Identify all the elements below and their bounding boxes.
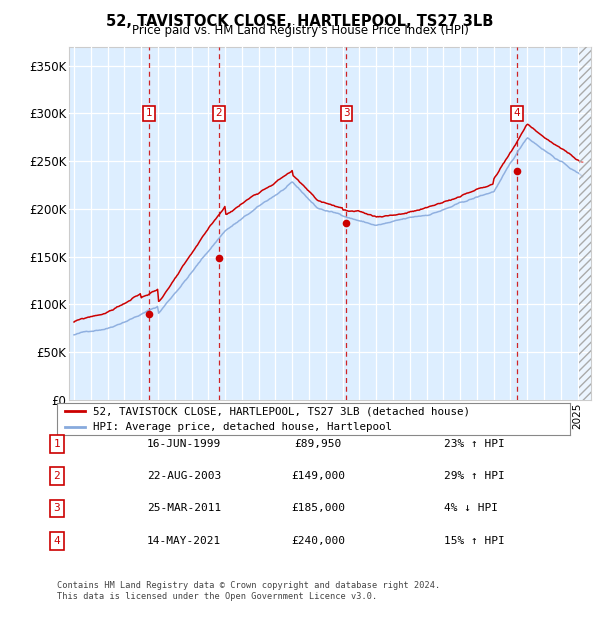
Text: 29% ↑ HPI: 29% ↑ HPI — [444, 471, 505, 481]
Text: 22-AUG-2003: 22-AUG-2003 — [147, 471, 221, 481]
Text: 1: 1 — [53, 439, 61, 449]
Text: 4: 4 — [53, 536, 61, 546]
Text: 2: 2 — [216, 108, 223, 118]
Text: 23% ↑ HPI: 23% ↑ HPI — [444, 439, 505, 449]
Text: 25-MAR-2011: 25-MAR-2011 — [147, 503, 221, 513]
Text: 15% ↑ HPI: 15% ↑ HPI — [444, 536, 505, 546]
Bar — [579, 46, 591, 400]
Text: 4% ↓ HPI: 4% ↓ HPI — [444, 503, 498, 513]
Text: 16-JUN-1999: 16-JUN-1999 — [147, 439, 221, 449]
Bar — [579, 46, 591, 400]
Text: 14-MAY-2021: 14-MAY-2021 — [147, 536, 221, 546]
Text: This data is licensed under the Open Government Licence v3.0.: This data is licensed under the Open Gov… — [57, 592, 377, 601]
Text: 52, TAVISTOCK CLOSE, HARTLEPOOL, TS27 3LB (detached house): 52, TAVISTOCK CLOSE, HARTLEPOOL, TS27 3L… — [93, 406, 470, 416]
Text: 4: 4 — [514, 108, 520, 118]
Text: £240,000: £240,000 — [291, 536, 345, 546]
Text: £185,000: £185,000 — [291, 503, 345, 513]
Text: 52, TAVISTOCK CLOSE, HARTLEPOOL, TS27 3LB: 52, TAVISTOCK CLOSE, HARTLEPOOL, TS27 3L… — [106, 14, 494, 29]
Text: HPI: Average price, detached house, Hartlepool: HPI: Average price, detached house, Hart… — [93, 422, 392, 432]
Text: Price paid vs. HM Land Registry's House Price Index (HPI): Price paid vs. HM Land Registry's House … — [131, 24, 469, 37]
Text: 3: 3 — [53, 503, 61, 513]
Text: Contains HM Land Registry data © Crown copyright and database right 2024.: Contains HM Land Registry data © Crown c… — [57, 581, 440, 590]
Text: 3: 3 — [343, 108, 350, 118]
Text: £89,950: £89,950 — [295, 439, 341, 449]
Text: 1: 1 — [146, 108, 152, 118]
Text: 2: 2 — [53, 471, 61, 481]
Text: £149,000: £149,000 — [291, 471, 345, 481]
